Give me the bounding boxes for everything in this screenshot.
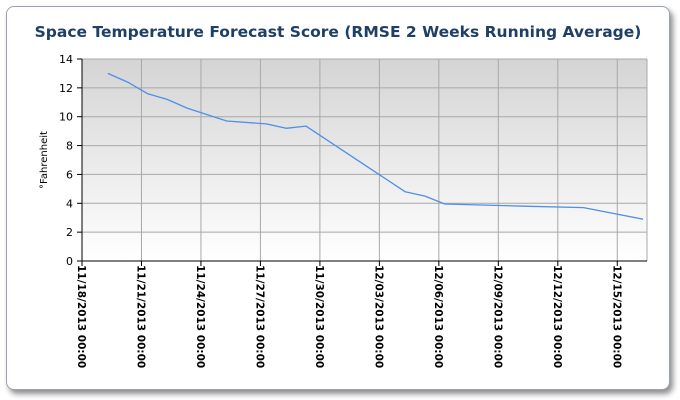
x-tick-label: 11/30/2013 00:00 (313, 265, 325, 368)
series-line (107, 72, 644, 220)
x-tick-label: 11/24/2013 00:00 (194, 265, 206, 368)
y-tick-label: 2 (66, 226, 73, 239)
x-tick-labels: 11/18/2013 00:00 11/21/2013 00:00 11/24/20… (75, 265, 622, 368)
plot-area (82, 59, 647, 261)
x-tick-label: 12/09/2013 00:00 (491, 265, 503, 368)
y-tick-label: 10 (59, 111, 73, 124)
y-axis-label: °Fahrenheit (39, 131, 50, 189)
x-tick-label: 12/03/2013 00:00 (372, 265, 384, 368)
x-tick-label: 12/12/2013 00:00 (551, 265, 563, 368)
x-tick-label: 12/15/2013 00:00 (610, 265, 622, 368)
x-tick-label: 12/06/2013 00:00 (432, 265, 444, 368)
y-tick-label: 6 (66, 168, 73, 181)
y-tick-label: 0 (66, 255, 73, 268)
y-tick-label: 14 (59, 53, 73, 66)
chart-title: Space Temperature Forecast Score (RMSE 2… (35, 23, 642, 41)
y-tick-label: 4 (66, 197, 73, 210)
x-tick-label: 11/18/2013 00:00 (75, 265, 87, 368)
y-tick-label: 12 (59, 82, 73, 95)
y-tick-label: 8 (66, 140, 73, 153)
y-tick-labels: 0 2 4 6 8 10 12 14 (59, 53, 73, 268)
x-tick-label: 11/21/2013 00:00 (134, 265, 146, 368)
axes (77, 58, 647, 266)
series-group (107, 72, 644, 220)
x-tick-label: 11/27/2013 00:00 (253, 265, 265, 368)
